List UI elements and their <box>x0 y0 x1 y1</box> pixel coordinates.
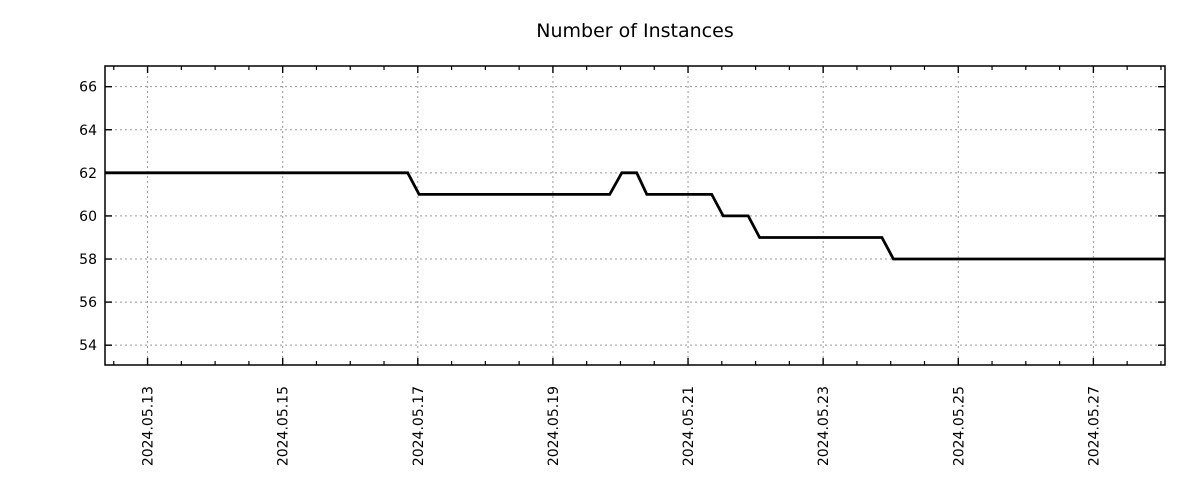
x-tick-label: 2024.05.25 <box>951 386 967 466</box>
x-tick-label: 2024.05.27 <box>1086 386 1102 466</box>
y-tick-label: 62 <box>79 166 97 182</box>
plot-area: 2024.05.13 2024.05.15 2024.05.17 2024.05.19… <box>79 65 1166 466</box>
plot-border <box>104 65 1166 366</box>
y-tick-label: 54 <box>79 338 97 354</box>
x-tick-label: 2024.05.15 <box>276 386 292 466</box>
x-tick-label: 2024.05.19 <box>546 386 562 466</box>
y-tick-label: 56 <box>79 295 97 311</box>
chart-title: Number of Instances <box>536 20 733 42</box>
x-tick-label: 2024.05.17 <box>411 386 427 466</box>
x-tick-label: 2024.05.21 <box>681 386 697 466</box>
data-line-instances <box>105 171 1165 261</box>
y-tick-label: 58 <box>79 252 97 268</box>
y-tick-label: 60 <box>79 209 97 225</box>
x-tick-label: 2024.05.23 <box>816 386 832 466</box>
y-tick-label: 64 <box>79 123 97 139</box>
x-tick-label: 2024.05.13 <box>141 386 157 466</box>
y-tick-label: 66 <box>79 80 97 96</box>
